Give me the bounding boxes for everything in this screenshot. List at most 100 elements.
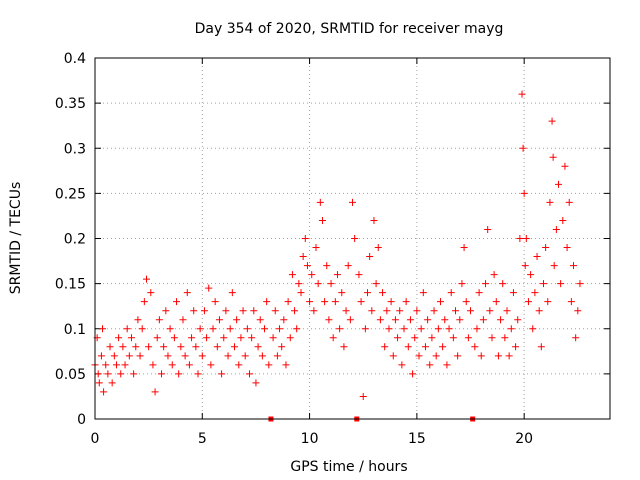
- data-point: [402, 298, 410, 306]
- y-tick-label: 0.3: [64, 141, 86, 157]
- data-point: [102, 361, 110, 369]
- data-point: [409, 370, 417, 378]
- data-point: [104, 370, 112, 378]
- data-point: [415, 352, 423, 360]
- data-point: [316, 198, 324, 206]
- data-point: [177, 343, 185, 351]
- data-point: [344, 262, 352, 270]
- data-point: [497, 316, 505, 324]
- data-point: [374, 244, 382, 252]
- data-point: [460, 244, 468, 252]
- data-point: [115, 334, 123, 342]
- data-point: [494, 352, 502, 360]
- data-point: [552, 225, 560, 233]
- data-point: [288, 271, 296, 279]
- data-point: [278, 343, 286, 351]
- data-point: [572, 334, 580, 342]
- data-point: [321, 298, 329, 306]
- data-point: [549, 153, 557, 161]
- data-point: [134, 316, 142, 324]
- y-tick-label: 0.1: [64, 322, 86, 338]
- data-point: [162, 307, 170, 315]
- data-point: [456, 316, 464, 324]
- data-point: [194, 370, 202, 378]
- data-point: [454, 352, 462, 360]
- data-point: [394, 334, 402, 342]
- data-point: [164, 352, 172, 360]
- data-point: [106, 343, 114, 351]
- data-point: [108, 379, 116, 387]
- data-point: [95, 379, 103, 387]
- data-point: [349, 198, 356, 206]
- data-point: [518, 90, 526, 98]
- data-point: [239, 307, 247, 315]
- data-point: [370, 216, 378, 224]
- x-tick-label: 20: [515, 431, 533, 447]
- data-point: [200, 307, 208, 315]
- data-point: [550, 262, 558, 270]
- data-point: [505, 352, 513, 360]
- data-point: [151, 388, 159, 396]
- data-point: [479, 316, 487, 324]
- data-point: [258, 352, 266, 360]
- data-point: [265, 361, 273, 369]
- data-point: [273, 352, 281, 360]
- data-point: [428, 334, 436, 342]
- data-point: [145, 343, 153, 351]
- data-point: [376, 316, 384, 324]
- data-point: [546, 198, 554, 206]
- data-point: [233, 316, 241, 324]
- data-point: [301, 235, 309, 242]
- data-point: [192, 343, 200, 351]
- data-point: [215, 316, 223, 324]
- data-point: [237, 334, 245, 342]
- data-point: [336, 325, 344, 333]
- data-point: [190, 307, 198, 315]
- data-point: [158, 370, 166, 378]
- data-point: [537, 343, 545, 351]
- data-point: [224, 352, 232, 360]
- data-point: [385, 325, 393, 333]
- data-point: [254, 343, 262, 351]
- data-point: [123, 325, 131, 333]
- data-point: [153, 334, 161, 342]
- data-point: [359, 392, 367, 400]
- data-point: [514, 316, 522, 324]
- data-point: [295, 280, 303, 288]
- data-point: [286, 334, 294, 342]
- data-point: [475, 289, 483, 297]
- data-point: [181, 352, 189, 360]
- y-tick-label: 0.15: [55, 277, 86, 293]
- data-point: [110, 352, 118, 360]
- data-point: [209, 325, 217, 333]
- data-point: [263, 298, 271, 306]
- data-point: [544, 298, 552, 306]
- data-point: [512, 343, 520, 351]
- data-point: [271, 307, 279, 315]
- data-point: [155, 316, 163, 324]
- data-point: [318, 216, 326, 224]
- data-point: [312, 244, 320, 252]
- data-points: [91, 90, 584, 400]
- data-point: [391, 316, 399, 324]
- data-point: [243, 325, 251, 333]
- data-point: [357, 298, 365, 306]
- data-point: [331, 298, 339, 306]
- data-point: [198, 352, 206, 360]
- data-point: [207, 361, 215, 369]
- data-point: [557, 280, 565, 288]
- data-point: [269, 334, 277, 342]
- data-point: [555, 180, 562, 188]
- data-point: [464, 334, 472, 342]
- data-point: [100, 388, 108, 396]
- data-point: [539, 280, 547, 288]
- data-point: [310, 307, 318, 315]
- data-point: [261, 325, 269, 333]
- chart-title: Day 354 of 2020, SRMTID for receiver may…: [195, 21, 504, 37]
- data-point: [250, 307, 258, 315]
- data-point: [482, 280, 490, 288]
- data-point: [565, 198, 573, 206]
- data-point: [338, 289, 346, 297]
- data-point: [432, 352, 440, 360]
